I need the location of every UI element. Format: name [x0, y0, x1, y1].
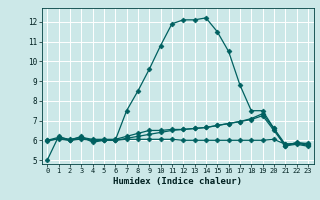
X-axis label: Humidex (Indice chaleur): Humidex (Indice chaleur)	[113, 177, 242, 186]
